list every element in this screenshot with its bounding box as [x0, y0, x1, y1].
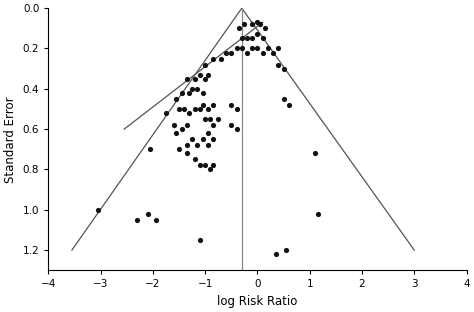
Point	[134, 217, 141, 222]
Point	[175, 106, 183, 111]
Point	[199, 137, 206, 142]
Point	[209, 137, 217, 142]
Point	[274, 62, 282, 67]
Point	[248, 46, 256, 51]
Point	[199, 90, 206, 95]
Point	[204, 131, 211, 136]
Point	[175, 147, 183, 152]
Point	[274, 46, 282, 51]
Point	[283, 248, 290, 253]
Point	[209, 102, 217, 107]
Point	[209, 123, 217, 128]
Point	[191, 106, 199, 111]
Point	[285, 102, 292, 107]
Point	[254, 46, 261, 51]
Point	[256, 22, 264, 27]
Point	[280, 66, 287, 71]
Point	[183, 123, 191, 128]
Point	[196, 72, 204, 77]
Point	[217, 56, 225, 61]
Point	[236, 26, 243, 31]
Point	[238, 36, 246, 41]
Point	[207, 117, 214, 122]
Point	[228, 123, 235, 128]
Point	[144, 211, 152, 216]
Point	[238, 46, 246, 51]
Point	[191, 76, 199, 81]
Point	[209, 56, 217, 61]
Point	[243, 36, 251, 41]
Point	[199, 102, 206, 107]
Point	[262, 26, 269, 31]
Point	[209, 163, 217, 168]
Point	[272, 251, 280, 256]
Point	[94, 207, 102, 212]
Point	[188, 137, 196, 142]
Point	[196, 163, 204, 168]
Point	[196, 237, 204, 242]
Point	[204, 143, 211, 148]
Point	[269, 50, 277, 55]
Point	[204, 72, 211, 77]
Point	[264, 46, 272, 51]
Point	[146, 147, 154, 152]
Point	[188, 86, 196, 91]
Point	[204, 106, 211, 111]
Point	[193, 143, 201, 148]
Point	[201, 117, 209, 122]
Point	[243, 50, 251, 55]
Point	[254, 20, 261, 25]
Point	[207, 167, 214, 172]
Point	[186, 110, 193, 115]
Point	[228, 102, 235, 107]
Point	[152, 217, 159, 222]
Point	[259, 36, 266, 41]
Point	[233, 127, 240, 132]
Point	[178, 90, 185, 95]
Point	[162, 110, 170, 115]
Point	[311, 151, 319, 156]
Point	[233, 106, 240, 111]
Point	[191, 157, 199, 162]
Point	[178, 127, 185, 132]
Point	[228, 50, 235, 55]
Point	[241, 22, 248, 27]
Y-axis label: Standard Error: Standard Error	[4, 96, 17, 183]
Point	[233, 46, 240, 51]
Point	[201, 76, 209, 81]
Point	[254, 32, 261, 37]
Point	[193, 86, 201, 91]
X-axis label: log Risk Ratio: log Risk Ratio	[217, 295, 298, 308]
Point	[183, 143, 191, 148]
Point	[173, 96, 180, 101]
Point	[259, 50, 266, 55]
Point	[222, 50, 230, 55]
Point	[214, 117, 222, 122]
Point	[314, 211, 321, 216]
Point	[248, 36, 256, 41]
Point	[201, 163, 209, 168]
Point	[173, 131, 180, 136]
Point	[201, 62, 209, 67]
Point	[183, 151, 191, 156]
Point	[183, 76, 191, 81]
Point	[196, 106, 204, 111]
Point	[181, 106, 188, 111]
Point	[280, 96, 287, 101]
Point	[170, 123, 178, 128]
Point	[248, 22, 256, 27]
Point	[186, 90, 193, 95]
